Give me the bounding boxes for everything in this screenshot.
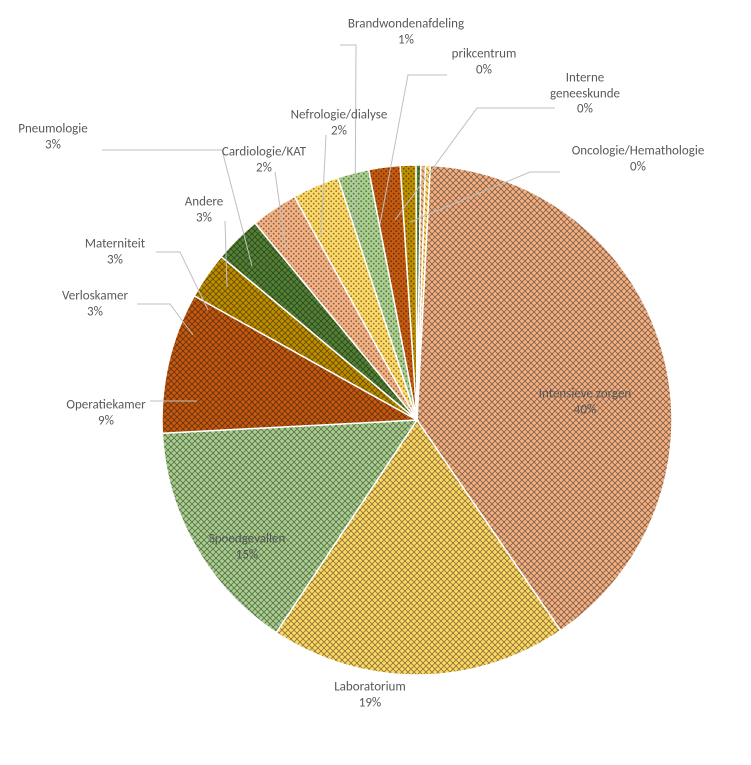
label-laboratorium-name: Laboratorium: [334, 679, 406, 694]
label-brandwonden-pct: 1%: [398, 32, 414, 47]
label-nefrologie-pct: 2%: [331, 123, 347, 138]
label-verloskamer-pct: 3%: [87, 304, 103, 319]
label-andere: Andere3%: [185, 194, 223, 225]
label-materniteit-name: Materniteit: [85, 236, 145, 251]
label-prikcentrum-pct: 0%: [476, 62, 492, 77]
label-andere-pct: 3%: [196, 210, 212, 225]
label-nefrologie: Nefrologie/dialyse2%: [291, 107, 388, 138]
label-nefrologie-name: Nefrologie/dialyse: [291, 107, 388, 122]
label-prikcentrum: prikcentrum0%: [452, 46, 517, 77]
label-brandwonden: Brandwondenafdeling1%: [348, 16, 464, 47]
pie-chart: Intensieve zorgen40% Laboratorium19% Spoed…: [0, 0, 751, 765]
label-brandwonden-name: Brandwondenafdeling: [348, 16, 464, 31]
label-spoedgevallen: Spoedgevallen15%: [209, 531, 286, 562]
label-verloskamer: Verloskamer3%: [62, 288, 128, 319]
label-interne-line0: Interne: [566, 71, 605, 86]
label-pneumologie-name: Pneumologie: [18, 121, 88, 136]
label-interne: Internegeneeskunde0%: [550, 71, 620, 118]
label-intensieve-name: Intensieve zorgen: [539, 386, 632, 401]
label-oncologie-pct: 0%: [630, 159, 646, 174]
label-materniteit-pct: 3%: [107, 252, 123, 267]
label-pneumologie-pct: 3%: [45, 137, 61, 152]
label-cardiologie-pct: 2%: [256, 160, 272, 175]
label-interne-line1: geneeskunde: [550, 86, 620, 101]
label-spoedgevallen-name: Spoedgevallen: [209, 531, 286, 546]
label-oncologie: Oncologie/Hemathologie0%: [572, 143, 705, 174]
label-cardiologie-name: Cardiologie/KAT: [222, 144, 306, 159]
label-interne-line2: 0%: [577, 102, 593, 117]
label-spoedgevallen-pct: 15%: [236, 547, 258, 562]
label-operatiekamer-pct: 9%: [98, 413, 114, 428]
label-operatiekamer-name: Operatiekamer: [66, 397, 145, 412]
label-verloskamer-name: Verloskamer: [62, 288, 128, 303]
label-materniteit: Materniteit3%: [85, 236, 145, 267]
label-laboratorium: Laboratorium19%: [334, 679, 406, 710]
label-cardiologie: Cardiologie/KAT2%: [222, 144, 306, 175]
label-prikcentrum-name: prikcentrum: [452, 46, 517, 61]
label-pneumologie: Pneumologie3%: [18, 121, 88, 152]
label-operatiekamer: Operatiekamer9%: [66, 397, 145, 428]
label-intensieve: Intensieve zorgen40%: [539, 386, 632, 417]
label-andere-name: Andere: [185, 194, 223, 209]
label-intensieve-pct: 40%: [574, 402, 596, 417]
label-oncologie-name: Oncologie/Hemathologie: [572, 143, 705, 158]
label-laboratorium-pct: 19%: [359, 695, 381, 710]
